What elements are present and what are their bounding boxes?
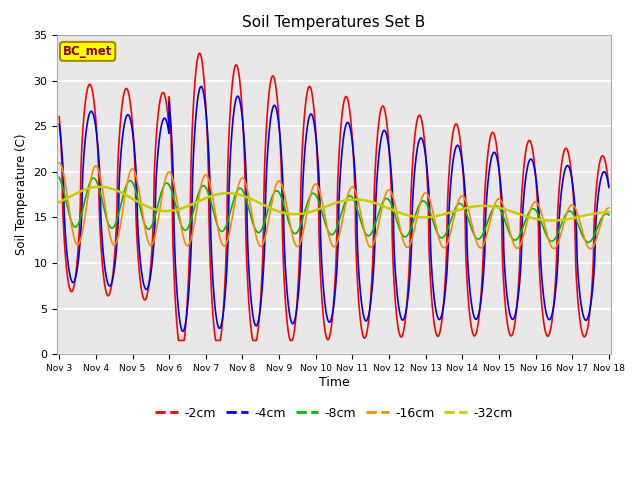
-32cm	[572, 215, 580, 220]
-8cm	[362, 231, 369, 237]
-2cm	[196, 50, 204, 56]
-2cm	[605, 185, 612, 191]
-2cm	[557, 169, 564, 175]
-4cm	[351, 159, 358, 165]
Y-axis label: Soil Temperature (C): Soil Temperature (C)	[15, 134, 28, 255]
Line: -16cm: -16cm	[60, 163, 609, 249]
X-axis label: Time: Time	[319, 376, 349, 389]
Text: BC_met: BC_met	[63, 45, 112, 58]
-32cm	[557, 217, 564, 223]
-8cm	[584, 240, 592, 245]
-32cm	[209, 192, 216, 198]
Legend: -2cm, -4cm, -8cm, -16cm, -32cm: -2cm, -4cm, -8cm, -16cm, -32cm	[150, 402, 518, 425]
-32cm	[56, 199, 63, 205]
-8cm	[556, 225, 564, 230]
Line: -32cm: -32cm	[60, 187, 609, 221]
-4cm	[494, 161, 502, 167]
Title: Soil Temperatures Set B: Soil Temperatures Set B	[243, 15, 426, 30]
-8cm	[572, 215, 579, 221]
-4cm	[557, 196, 564, 202]
-32cm	[350, 197, 358, 203]
Line: -2cm: -2cm	[60, 53, 609, 340]
-8cm	[56, 175, 63, 180]
Line: -8cm: -8cm	[60, 178, 609, 242]
-2cm	[175, 337, 182, 343]
-16cm	[556, 234, 564, 240]
-32cm	[605, 209, 612, 215]
-32cm	[548, 218, 556, 224]
-4cm	[209, 279, 217, 285]
-32cm	[362, 198, 370, 204]
-16cm	[362, 234, 369, 240]
-16cm	[493, 196, 501, 202]
-16cm	[56, 160, 63, 166]
-4cm	[362, 318, 370, 324]
-8cm	[209, 205, 216, 211]
Line: -4cm: -4cm	[60, 86, 609, 331]
-4cm	[605, 183, 612, 189]
-2cm	[56, 114, 63, 120]
-2cm	[351, 171, 358, 177]
-16cm	[587, 246, 595, 252]
-16cm	[350, 185, 358, 191]
-8cm	[493, 204, 501, 209]
-32cm	[96, 184, 104, 190]
-16cm	[572, 206, 579, 212]
-16cm	[605, 205, 612, 211]
-16cm	[209, 193, 216, 199]
-4cm	[572, 218, 580, 224]
-2cm	[494, 156, 502, 162]
-8cm	[605, 212, 612, 218]
-2cm	[209, 312, 217, 318]
-4cm	[56, 121, 63, 127]
-2cm	[572, 268, 580, 274]
-32cm	[494, 204, 502, 210]
-4cm	[179, 328, 187, 334]
-8cm	[350, 197, 358, 203]
-4cm	[197, 84, 205, 89]
-2cm	[362, 332, 370, 338]
